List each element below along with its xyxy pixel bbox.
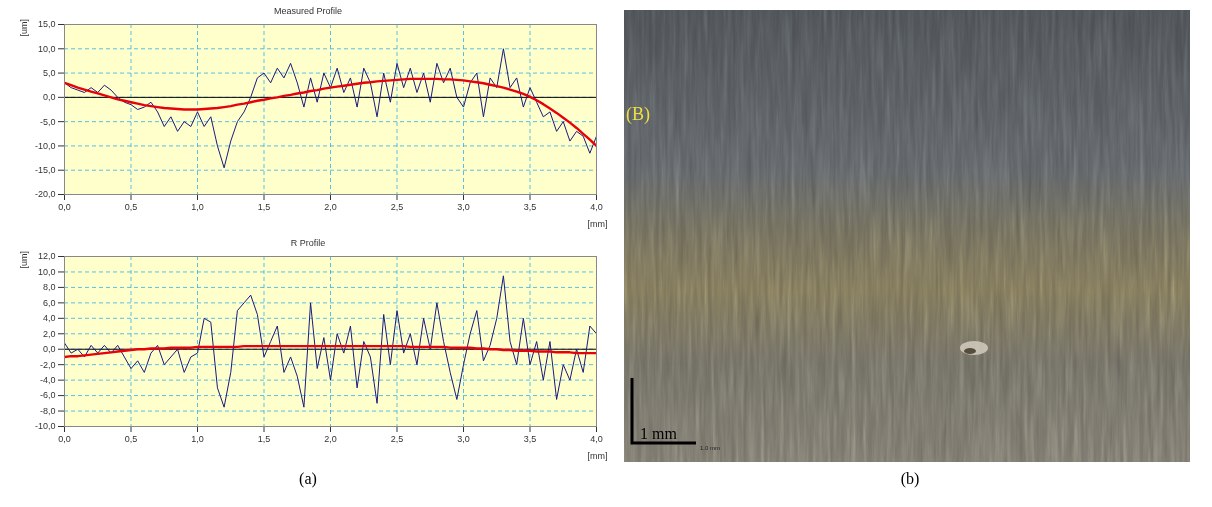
html-text:R Profile: R Profile [290,238,326,248]
svg-text:2,0: 2,0 [324,202,337,212]
svg-text:2,0: 2,0 [324,434,337,444]
svg-text:10,0: 10,0 [38,44,56,54]
svg-text:10,0: 10,0 [38,267,56,277]
svg-text:4,0: 4,0 [590,202,603,212]
svg-text:6,0: 6,0 [43,298,56,308]
svg-text:[um]: [um] [19,19,29,37]
svg-text:3,0: 3,0 [457,434,470,444]
svg-text:2,0: 2,0 [43,329,56,339]
svg-text:8,0: 8,0 [43,282,56,292]
svg-text:1.0 mm: 1.0 mm [700,445,720,451]
html-text:Measured Profile: Measured Profile [274,6,342,16]
svg-text:1,0: 1,0 [191,434,204,444]
svg-text:-15,0: -15,0 [35,165,56,175]
svg-text:2,5: 2,5 [391,202,404,212]
svg-text:-4,0: -4,0 [40,375,56,385]
svg-text:1,0: 1,0 [191,202,204,212]
svg-text:[mm]: [mm] [588,451,608,461]
svg-text:0,0: 0,0 [43,344,56,354]
svg-text:-5,0: -5,0 [40,117,56,127]
svg-text:-8,0: -8,0 [40,406,56,416]
svg-text:-10,0: -10,0 [35,421,56,431]
svg-text:3,5: 3,5 [524,202,537,212]
svg-text:12,0: 12,0 [38,251,56,261]
svg-text:3,0: 3,0 [457,202,470,212]
svg-text:0,0: 0,0 [43,92,56,102]
svg-text:-2,0: -2,0 [40,360,56,370]
svg-text:3,5: 3,5 [524,434,537,444]
svg-text:[um]: [um] [19,251,29,269]
svg-text:[mm]: [mm] [588,219,608,229]
svg-text:-20,0: -20,0 [35,189,56,199]
html-text:(a): (a) [299,470,317,487]
svg-text:(B): (B) [626,104,650,125]
svg-text:0,0: 0,0 [58,202,71,212]
svg-text:-6,0: -6,0 [40,390,56,400]
svg-text:0,0: 0,0 [58,434,71,444]
svg-text:4,0: 4,0 [590,434,603,444]
svg-text:4,0: 4,0 [43,313,56,323]
svg-text:1,5: 1,5 [258,202,271,212]
svg-text:1,5: 1,5 [258,434,271,444]
svg-text:1 mm: 1 mm [640,425,677,442]
svg-text:2,5: 2,5 [391,434,404,444]
svg-text:0,5: 0,5 [125,202,138,212]
svg-text:5,0: 5,0 [43,68,56,78]
svg-text:15,0: 15,0 [38,19,56,29]
svg-text:0,5: 0,5 [125,434,138,444]
html-text:(b): (b) [900,470,920,487]
svg-text:-10,0: -10,0 [35,141,56,151]
